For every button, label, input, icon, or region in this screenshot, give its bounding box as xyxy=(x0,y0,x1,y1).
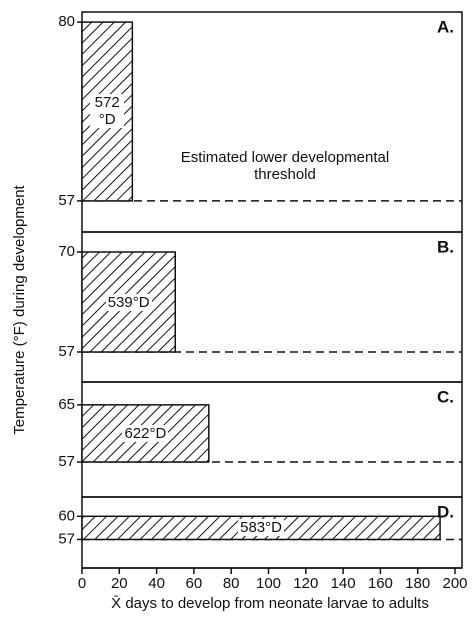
y-tick-label: 65 xyxy=(58,396,75,413)
x-tick-label: 160 xyxy=(368,575,393,592)
y-tick-label: 57 xyxy=(58,343,75,360)
y-tick-label: 80 xyxy=(58,13,75,30)
panel-label: A. xyxy=(437,17,454,36)
x-tick-label: 20 xyxy=(111,575,128,592)
y-tick-label: 57 xyxy=(58,453,75,470)
bar-label: 572 °D xyxy=(90,94,125,129)
x-tick-label: 60 xyxy=(186,575,203,592)
panel-frame xyxy=(81,11,463,233)
x-tick-label: 180 xyxy=(405,575,430,592)
bar-label-box: 572 °D xyxy=(90,94,125,129)
x-tick-label: 100 xyxy=(256,575,281,592)
bar-label: 583°D xyxy=(238,519,284,537)
panel-label: B. xyxy=(437,237,454,256)
y-tick-label: 60 xyxy=(58,507,75,524)
panel-label: D. xyxy=(437,502,454,521)
panel-label: C. xyxy=(437,387,454,406)
x-axis-label: X̄ days to develop from neonate larvae t… xyxy=(111,595,429,612)
y-tick-label: 70 xyxy=(58,243,75,260)
annotation-box: Estimated lower developmental threshold xyxy=(180,148,390,183)
bar-label-box: 539°D xyxy=(105,293,152,311)
x-tick-label: 40 xyxy=(148,575,165,592)
bar-label: 539°D xyxy=(105,293,152,311)
x-tick-label: 140 xyxy=(331,575,356,592)
x-tick-label: 120 xyxy=(293,575,318,592)
bar-label-box: 583°D xyxy=(238,519,284,537)
x-tick-label: 80 xyxy=(223,575,240,592)
x-tick-label: 0 xyxy=(78,575,86,592)
bar-label-box: 622°D xyxy=(122,424,169,442)
y-axis-label: Temperature (°F) during development xyxy=(11,184,28,434)
y-tick-label: 57 xyxy=(58,530,75,547)
bar-label: 622°D xyxy=(122,424,169,442)
annotation: Estimated lower developmental threshold xyxy=(180,148,390,183)
y-tick-label: 57 xyxy=(58,192,75,209)
x-tick-label: 200 xyxy=(442,575,467,592)
